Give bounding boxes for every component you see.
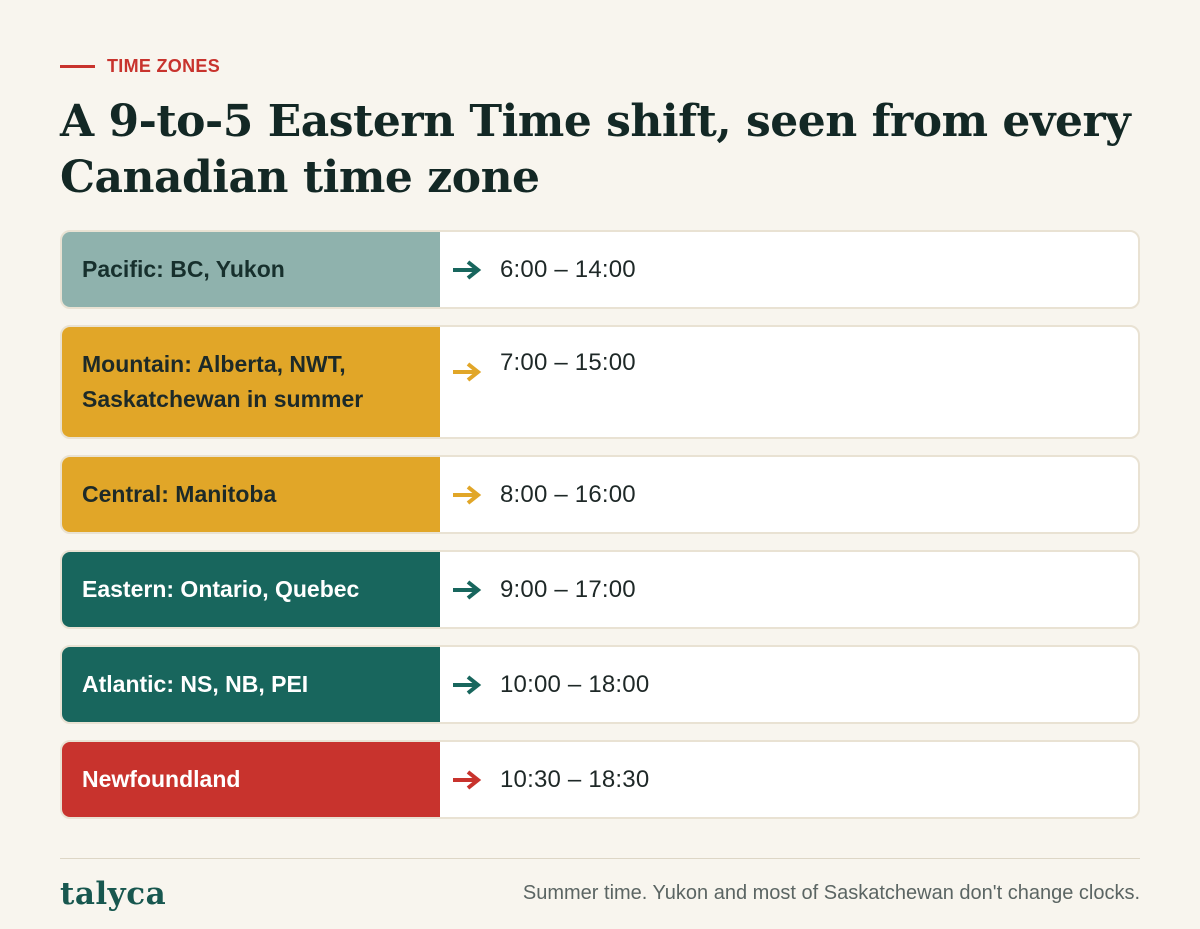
shift-hours: 8:00 – 16:00: [500, 480, 636, 508]
eyebrow: TIME ZONES: [60, 56, 220, 77]
arrow-right-icon: [453, 484, 482, 505]
time-cell: 10:30 – 18:30: [440, 742, 1138, 817]
shift-hours: 7:00 – 15:00: [500, 349, 636, 376]
eyebrow-rule: [60, 65, 95, 68]
time-cell: 7:00 – 15:00: [440, 327, 1138, 437]
shift-hours: 9:00 – 17:00: [500, 575, 636, 603]
arrow-right-icon: [453, 259, 482, 280]
eyebrow-label: TIME ZONES: [107, 56, 221, 76]
row-pacific: Pacific: BC, Yukon 6:00 – 14:00: [60, 230, 1140, 309]
arrow-right-icon: [453, 579, 482, 600]
row-central: Central: Manitoba 8:00 – 16:00: [60, 455, 1140, 534]
arrow-right-icon: [453, 769, 482, 790]
zone-label: Mountain: Alberta, NWT, Saskatchewan in …: [62, 327, 440, 437]
time-cell: 6:00 – 14:00: [440, 232, 1138, 307]
row-atlantic: Atlantic: NS, NB, PEI 10:00 – 18:00: [60, 645, 1140, 724]
page-title: A 9-to-5 Eastern Time shift, seen from e…: [60, 96, 1131, 203]
zone-label: Central: Manitoba: [62, 457, 440, 532]
brand-logo: talyca: [60, 876, 167, 912]
zone-label: Eastern: Ontario, Quebec: [62, 552, 440, 627]
row-eastern: Eastern: Ontario, Quebec 9:00 – 17:00: [60, 550, 1140, 629]
time-zone-list: Pacific: BC, Yukon 6:00 – 14:00 Mountain…: [60, 230, 1140, 835]
shift-hours: 10:30 – 18:30: [500, 765, 650, 793]
row-mountain: Mountain: Alberta, NWT, Saskatchewan in …: [60, 325, 1140, 439]
row-newfoundland: Newfoundland 10:30 – 18:30: [60, 740, 1140, 819]
shift-hours: 6:00 – 14:00: [500, 255, 636, 283]
zone-label: Newfoundland: [62, 742, 440, 817]
time-cell: 9:00 – 17:00: [440, 552, 1138, 627]
zone-label: Atlantic: NS, NB, PEI: [62, 647, 440, 722]
time-cell: 8:00 – 16:00: [440, 457, 1138, 532]
arrow-right-icon: [453, 674, 482, 695]
footnote: Summer time. Yukon and most of Saskatche…: [522, 882, 1140, 904]
time-cell: 10:00 – 18:00: [440, 647, 1138, 722]
zone-label: Pacific: BC, Yukon: [62, 232, 440, 307]
footer-divider: [60, 858, 1140, 859]
arrow-right-icon: [453, 362, 482, 382]
shift-hours: 10:00 – 18:00: [500, 670, 650, 698]
